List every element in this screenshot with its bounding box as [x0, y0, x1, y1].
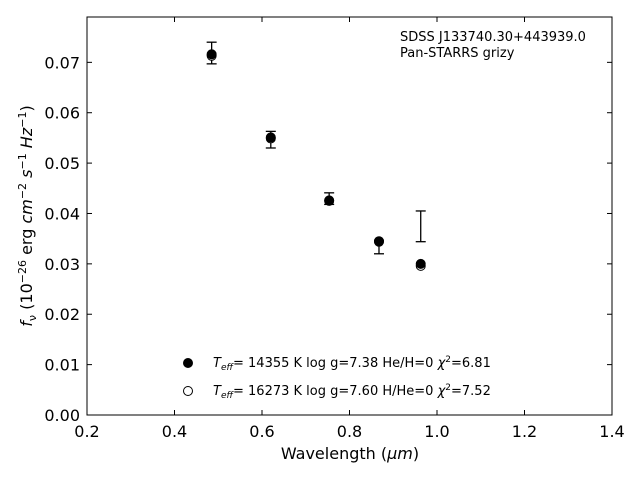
y-tick-label: 0.06 [44, 104, 80, 123]
model-point-filled [373, 236, 384, 247]
x-tick-label: 0.4 [162, 422, 187, 441]
x-tick-label: 0.6 [249, 422, 274, 441]
model-point-filled [265, 132, 276, 143]
y-tick-label: 0.04 [44, 204, 80, 223]
y-tick-label: 0.07 [44, 53, 80, 72]
x-axis-label: Wavelength (μm) [281, 444, 419, 463]
x-tick-label: 0.2 [74, 422, 99, 441]
legend: Teff= 14355 K log g=7.38 He/H=0 χ2=6.81 … [183, 355, 491, 401]
model-point-filled [324, 195, 335, 206]
y-tick-label: 0.01 [44, 356, 80, 375]
legend-marker-filled [183, 358, 193, 368]
legend-label-0: Teff= 14355 K log g=7.38 He/H=0 χ2=6.81 [213, 355, 491, 373]
x-tick-label: 1.2 [512, 422, 537, 441]
y-tick-label: 0.00 [44, 406, 80, 425]
y-tick-label: 0.03 [44, 255, 80, 274]
x-tick-label: 1.0 [424, 422, 449, 441]
y-tick-label: 0.05 [44, 154, 80, 173]
legend-label-1: Teff= 16273 K log g=7.60 H/He=0 χ2=7.52 [213, 383, 491, 401]
model-point-filled [415, 258, 426, 269]
y-tick-label: 0.02 [44, 305, 80, 324]
model-point-filled [206, 49, 217, 60]
survey-label: Pan-STARRS grizy [400, 46, 515, 61]
x-tick-label: 0.8 [337, 422, 362, 441]
x-tick-label: 1.4 [599, 422, 624, 441]
target-name: SDSS J133740.30+443939.0 [400, 30, 586, 45]
legend-marker-open [183, 386, 193, 396]
y-axis-label: fν (10−26 erg cm−2 s−1 Hz−1) [16, 105, 39, 326]
